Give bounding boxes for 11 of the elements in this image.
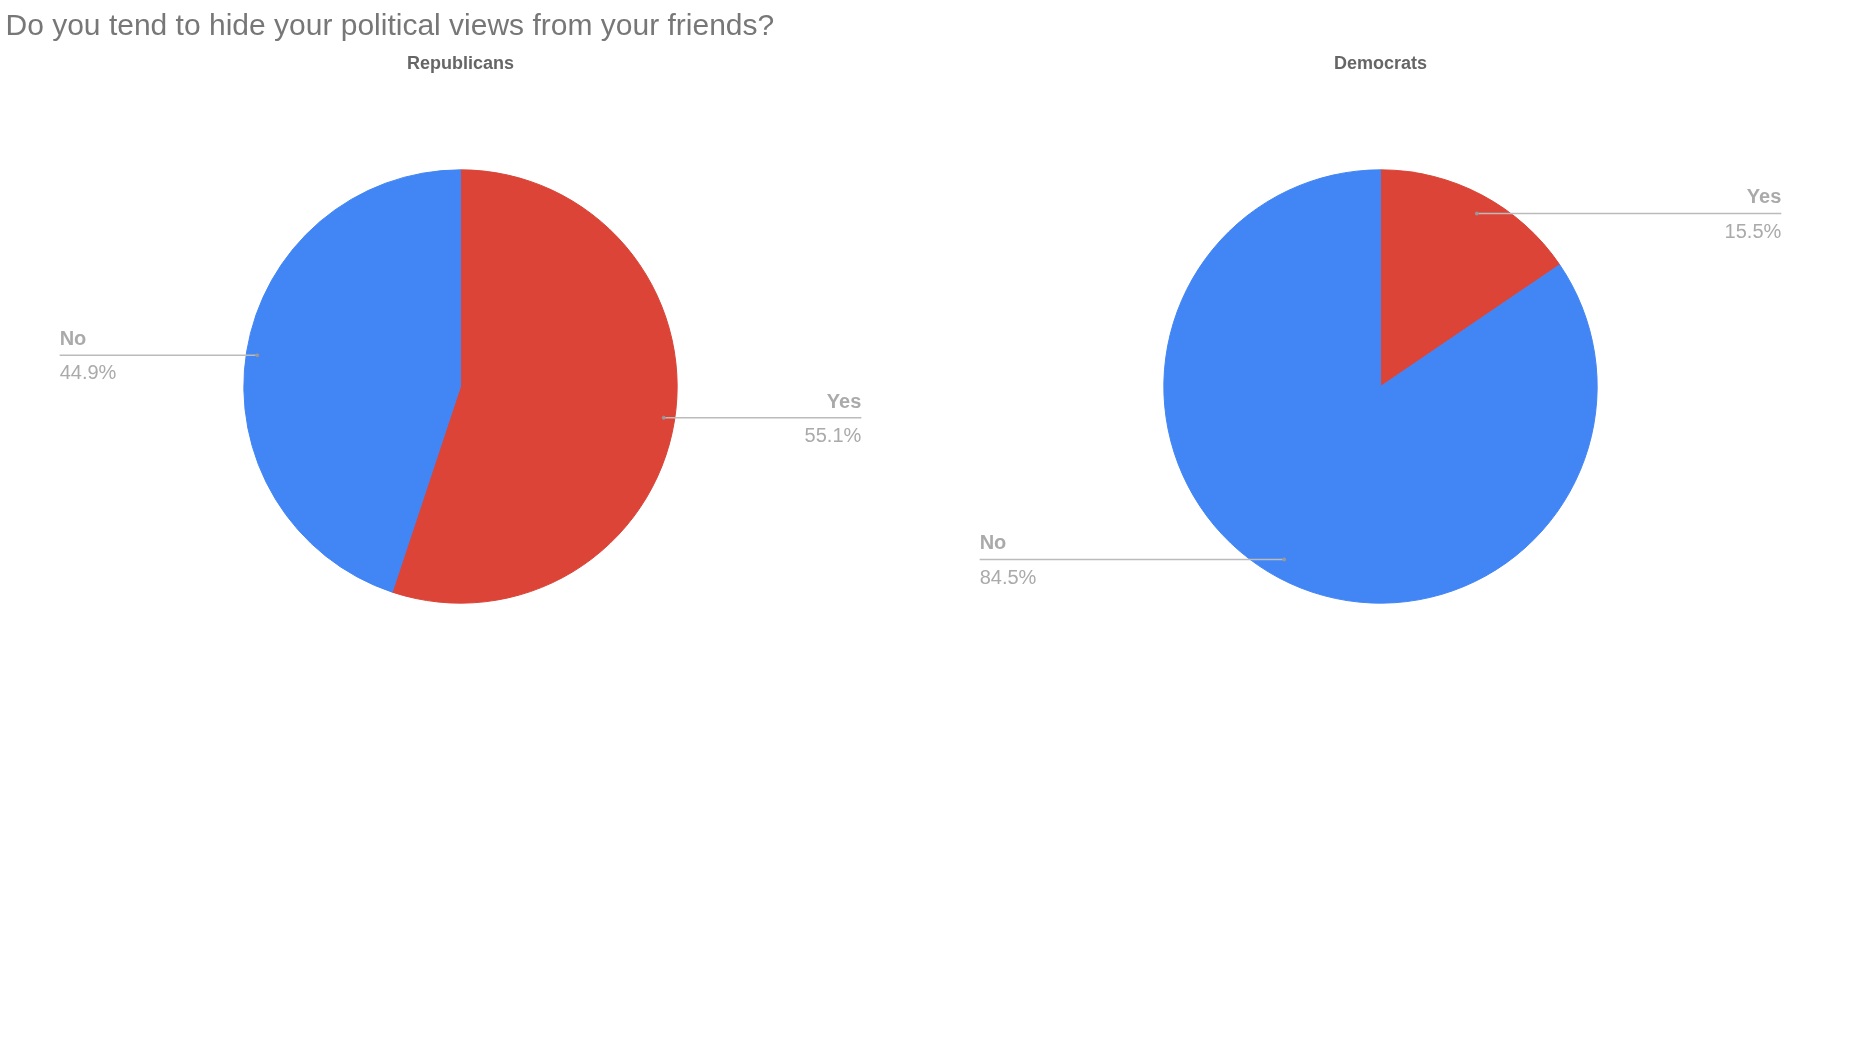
data-label: 84.5% (979, 565, 1037, 588)
slice-label: Yes (1746, 185, 1782, 208)
slice-label: No (59, 327, 87, 350)
chart-subtitle: Democrats (1333, 52, 1428, 73)
data-label: 55.1% (804, 423, 862, 446)
data-label: 15.5% (1724, 219, 1782, 242)
slice-label: Yes (826, 389, 862, 412)
data-label: 44.9% (59, 361, 117, 384)
chart-title: Do you tend to hide your political views from your friends? (5, 7, 775, 41)
chart-subtitle: Republicans (406, 52, 515, 73)
slice-label: No (979, 531, 1007, 554)
